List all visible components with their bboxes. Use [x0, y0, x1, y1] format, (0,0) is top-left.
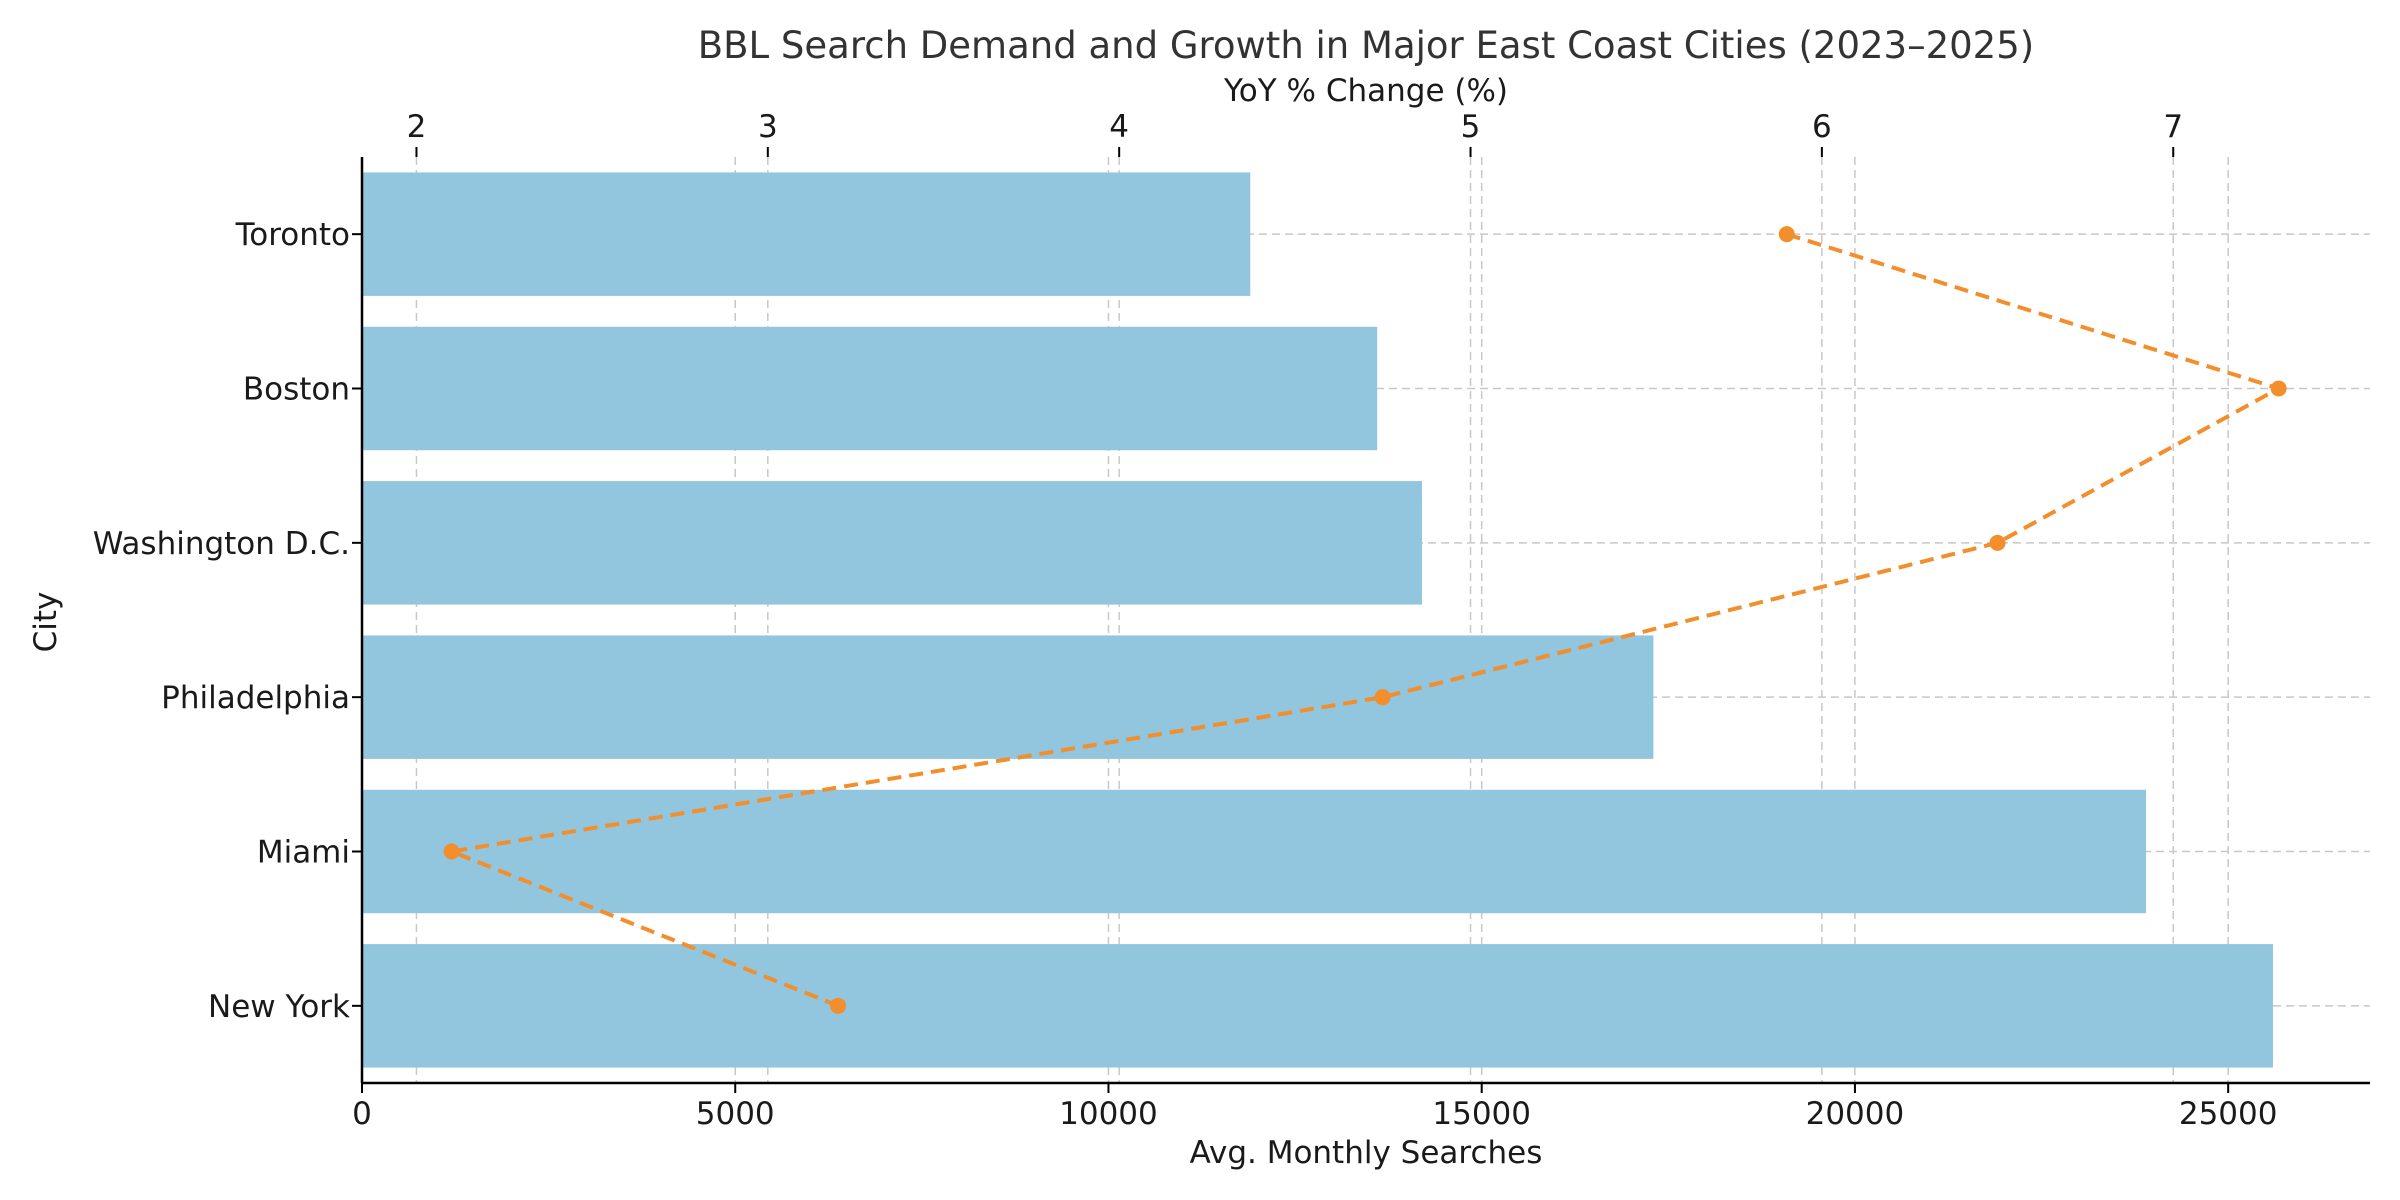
bottom-axis-ticks: 0 5000 10000 15000 20000 25000 [352, 1083, 2277, 1132]
bottom-tick-label: 5000 [696, 1096, 775, 1132]
bar-boston [362, 326, 1378, 451]
yoy-point-washington-d-c- [1989, 534, 2006, 551]
top-axis-ticks: 2 3 4 5 6 7 [407, 109, 2183, 157]
bar-series [362, 172, 2273, 1068]
yoy-point-toronto [1778, 226, 1795, 243]
category-label: Washington D.C. [93, 526, 350, 562]
bar-miami [362, 789, 2147, 914]
bottom-axis-label: Avg. Monthly Searches [1190, 1135, 1543, 1171]
yoy-point-boston [2270, 380, 2287, 397]
bottom-tick-label: 15000 [1432, 1096, 1531, 1132]
category-axis-ticks: New York Miami Philadelphia Washington D.C.… [93, 217, 362, 1025]
category-label: New York [208, 989, 350, 1025]
bottom-tick-label: 10000 [1059, 1096, 1158, 1132]
top-axis-gridlines [415, 157, 2174, 1083]
axes [360, 157, 2370, 1085]
top-tick-label: 7 [2163, 109, 2183, 145]
bar-toronto [362, 172, 1251, 296]
bar-washington-d-c- [362, 481, 1422, 605]
top-tick-label: 4 [1109, 109, 1129, 145]
category-label: Toronto [235, 217, 350, 253]
top-tick-label: 3 [758, 109, 778, 145]
y-axis-label: City [28, 592, 64, 653]
chart-title: BBL Search Demand and Growth in Major Ea… [698, 24, 2034, 67]
top-tick-label: 2 [407, 109, 427, 145]
bottom-tick-label: 0 [352, 1096, 372, 1132]
yoy-point-new-york [830, 997, 847, 1014]
category-label: Philadelphia [161, 680, 350, 716]
yoy-point-miami [443, 843, 460, 860]
bar-philadelphia [362, 635, 1654, 759]
category-label: Boston [243, 372, 350, 408]
yoy-point-philadelphia [1374, 689, 1391, 706]
yoy-line [444, 232, 2284, 1008]
yoy-line-series [443, 226, 2287, 1014]
bottom-tick-label: 25000 [2179, 1096, 2278, 1132]
top-axis-label: YoY % Change (%) [1223, 73, 1508, 109]
category-label: Miami [257, 835, 350, 871]
top-tick-label: 6 [1812, 109, 1832, 145]
top-tick-label: 5 [1461, 109, 1481, 145]
bottom-tick-label: 20000 [1806, 1096, 1905, 1132]
bar-new-york [362, 944, 2273, 1068]
